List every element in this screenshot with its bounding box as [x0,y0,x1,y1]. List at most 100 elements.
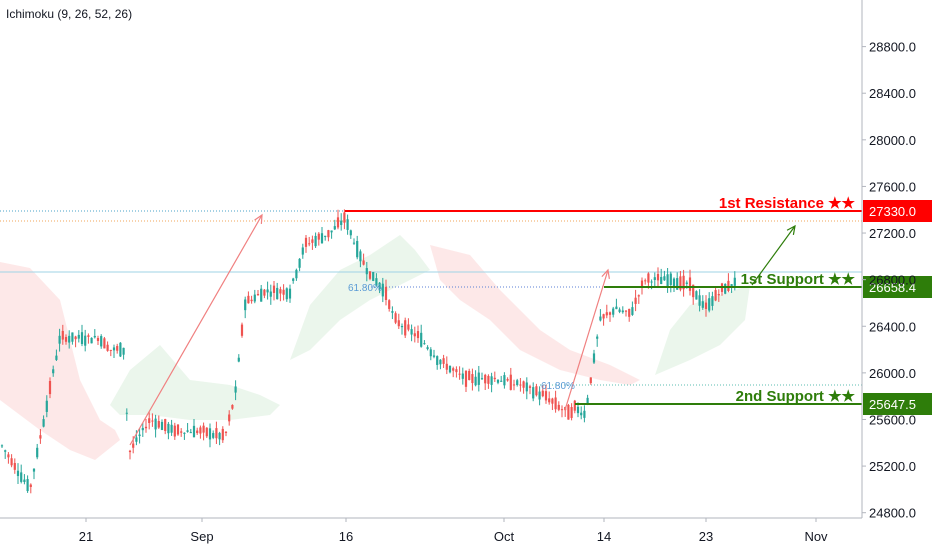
candle-body [484,374,487,384]
candle-body [503,375,506,386]
candle-body [144,426,148,429]
candle-body [346,219,349,230]
candle-body [500,380,503,382]
candle-body [64,337,68,342]
candle-body [333,226,336,230]
candle-body [717,294,720,296]
candle-body [298,258,301,268]
candle-body [205,427,208,437]
candle-body [304,237,308,247]
candle-body [628,308,631,317]
candle-body [10,458,13,466]
time-tick-label: Oct [494,529,515,544]
candle-body [452,368,455,371]
candle-body [420,332,423,347]
candle-body [192,425,196,438]
candle-body [480,378,484,380]
candle-body [525,382,528,392]
candle-body [548,398,551,403]
candle-body [381,283,384,297]
candle-body [605,312,608,316]
candle-body [151,420,154,422]
up-arrow [564,269,609,411]
candle-body [663,276,666,281]
candle-body [320,233,324,244]
price-tick-label: 24800.0 [869,506,916,521]
level-label: 1st Resistance ★★ [719,195,856,212]
candle-body [224,431,228,433]
candle-body [276,287,279,300]
price-tick-label: 28000.0 [869,133,916,148]
candle-body [557,404,560,410]
candle-body [388,300,391,309]
candle-body [669,273,672,285]
time-tick-label: 16 [339,529,353,544]
candle-body [599,316,602,321]
candle-body [116,346,119,351]
candle-body [692,284,695,298]
candle-body [202,425,205,433]
candle-body [458,373,461,375]
candle-body [423,343,426,345]
candle-body [576,406,580,414]
candle-body [583,410,586,418]
candle-body [666,274,669,288]
target-arrow [751,225,796,286]
candle-body [119,342,122,357]
candle-body [365,268,368,275]
candle-body [455,369,458,373]
candle-body [477,372,480,385]
candle-body [698,295,701,306]
candle-body [61,330,64,340]
candle-body [352,242,356,244]
candle-body [324,235,327,237]
candle-body [93,335,96,338]
candle-body [544,391,548,401]
candle-body [308,243,311,245]
candle-body [695,291,698,300]
candle-body [141,427,144,431]
candle-body [650,281,653,283]
candle-body [464,370,468,387]
candle-body [704,302,708,309]
candle-body [413,333,416,337]
price-tick-label: 26000.0 [869,366,916,381]
candle-body [336,217,340,228]
candle-body [29,484,32,487]
candle-body [672,278,676,288]
price-tick-label: 28800.0 [869,40,916,55]
candle-body [445,363,448,370]
time-tick-label: 23 [699,529,713,544]
candle-body [183,432,186,434]
candle-body [13,462,16,470]
candle-body [103,338,106,349]
price-tick-label: 27600.0 [869,179,916,194]
time-tick-label: 21 [79,529,93,544]
candle-body [176,424,180,435]
candle-body [349,230,352,236]
candle-body [237,357,240,362]
axes: 28800.0 28400.0 28000.0 27600.0 27200.0 26800… [0,0,916,544]
candles [0,209,736,494]
candle-body [724,284,727,294]
candle-body [551,398,554,404]
candle-body [496,379,500,383]
candle-body [122,347,125,355]
candle-body [164,419,167,431]
candle-body [208,428,212,440]
candle-body [189,432,192,434]
candle-body [196,430,199,434]
candle-body [730,284,733,288]
levels: 61.80% 61.80% 1st Resistance ★★ 27330.0 1st … [129,195,932,446]
candle-body [461,373,464,379]
candle-body [685,282,688,284]
candle-body [39,435,42,439]
candle-body [138,434,141,437]
candle-body [96,338,100,341]
candle-body [279,289,282,294]
candle-body [87,335,90,337]
candle-body [573,400,576,411]
candle-body [682,275,685,290]
candle-body [394,313,397,323]
